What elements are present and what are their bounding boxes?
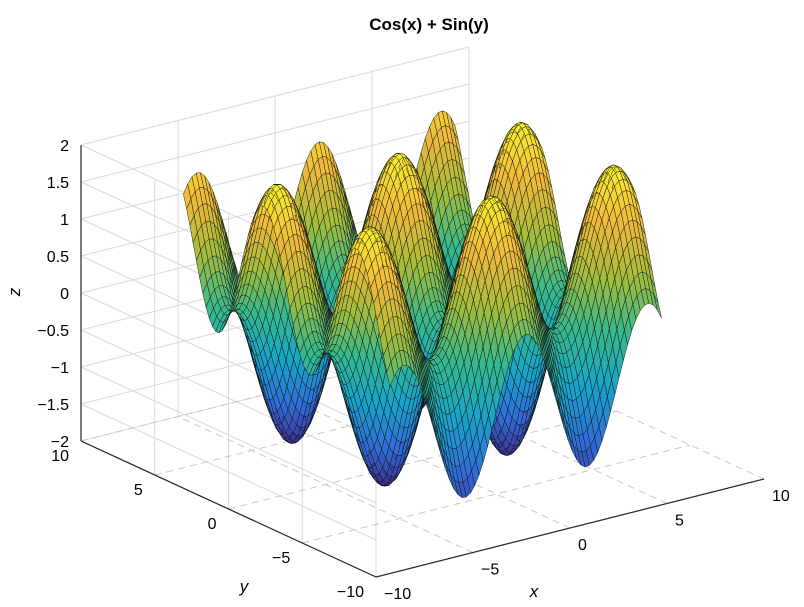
gridline-floor bbox=[80, 342, 470, 442]
y-axis-line bbox=[80, 440, 377, 578]
gridline-floor bbox=[274, 391, 571, 529]
gridline-back-wall bbox=[80, 120, 470, 220]
y-tick-label: −10 bbox=[337, 584, 364, 601]
z-tick-label: 0.5 bbox=[47, 249, 69, 266]
x-axis-line bbox=[375, 478, 765, 578]
x-axis-label: x bbox=[529, 582, 539, 601]
gridline-side-wall bbox=[80, 292, 377, 430]
y-tick-label: 5 bbox=[134, 482, 143, 499]
chart-title: Cos(x) + Sin(y) bbox=[369, 15, 489, 34]
z-tick-label: −2 bbox=[51, 434, 69, 451]
z-tick-label: 2 bbox=[60, 138, 69, 155]
z-tick-label: −1.5 bbox=[37, 397, 69, 414]
x-tick-label: 0 bbox=[578, 537, 587, 554]
x-tick-label: 10 bbox=[772, 488, 790, 505]
z-tick-label: 1.5 bbox=[47, 175, 69, 192]
z-tick-label: −1 bbox=[51, 360, 69, 377]
z-tick-label: −0.5 bbox=[37, 323, 69, 340]
surface-plot bbox=[183, 110, 662, 498]
gridline-floor bbox=[302, 444, 691, 544]
gridline-side-wall bbox=[80, 329, 377, 467]
gridline-side-wall bbox=[80, 366, 377, 504]
gridline-back-wall bbox=[80, 83, 470, 183]
y-tick-label: −5 bbox=[272, 550, 290, 567]
y-tick-label: 0 bbox=[208, 516, 217, 533]
x-tick-label: 5 bbox=[675, 513, 684, 530]
gridline-floor bbox=[154, 376, 543, 476]
z-tick-label: 1 bbox=[60, 212, 69, 229]
axes-grid bbox=[80, 46, 765, 578]
gridline-floor bbox=[228, 410, 617, 510]
y-axis-label: y bbox=[239, 577, 250, 596]
z-axis-label: z bbox=[5, 287, 24, 297]
x-tick-label: −10 bbox=[384, 586, 411, 603]
z-tick-label: 0 bbox=[60, 286, 69, 303]
gridline-side-wall bbox=[80, 403, 377, 541]
x-tick-label: −5 bbox=[481, 562, 499, 579]
gridline-back-wall bbox=[80, 46, 470, 146]
